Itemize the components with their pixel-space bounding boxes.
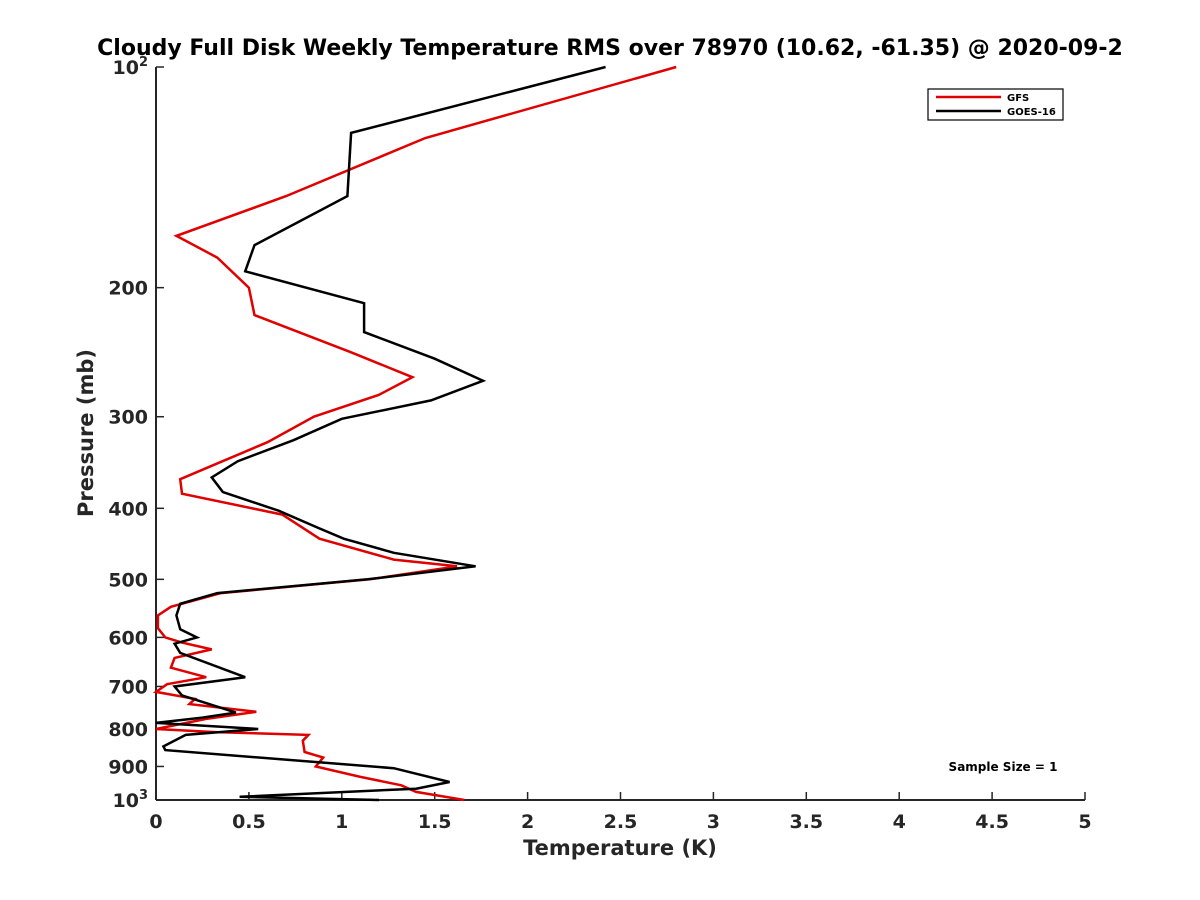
x-tick-label: 2 (521, 811, 534, 833)
legend: GFS GOES-16 (927, 88, 1064, 121)
y-tick-label: 103 (113, 788, 149, 812)
y-tick-label: 900 (108, 756, 148, 778)
x-tick-label: 0.5 (232, 811, 266, 833)
x-tick-label: 5 (1078, 811, 1091, 833)
x-axis-label: Temperature (K) (523, 836, 717, 860)
y-tick-label: 600 (108, 627, 148, 649)
series-line-goes-16 (155, 65, 606, 802)
x-tick-label: 0 (149, 811, 162, 833)
y-tick-label: 102 (113, 55, 149, 79)
y-tick-label: 200 (108, 278, 148, 300)
y-tick-label: 800 (108, 719, 148, 741)
sample-size-annotation: Sample Size = 1 (949, 760, 1058, 774)
y-tick-label: 500 (108, 569, 148, 591)
y-ticks: 102 200 300 400 500 600 700 800 900 103 (108, 55, 164, 812)
legend-label-goes-16: GOES-16 (1007, 107, 1056, 118)
legend-label-gfs: GFS (1007, 93, 1029, 104)
x-tick-label: 1.5 (418, 811, 452, 833)
y-axis-label: Pressure (mb) (74, 349, 98, 517)
x-tick-label: 4.5 (975, 811, 1009, 833)
y-tick-label: 400 (108, 498, 148, 520)
x-tick-label: 3.5 (789, 811, 823, 833)
series-line-gfs (152, 65, 677, 802)
x-tick-label: 1 (335, 811, 348, 833)
y-tick-label: 300 (108, 407, 148, 429)
plot-area: 0 0.5 1 1.5 2 2.5 3 3.5 4 4.5 5 102 200 300 400 500 600… (108, 55, 1091, 833)
chart-title: Cloudy Full Disk Weekly Temperature RMS … (97, 36, 1123, 61)
x-tick-label: 4 (893, 811, 906, 833)
series-layer (152, 65, 677, 802)
x-tick-label: 3 (707, 811, 720, 833)
x-ticks: 0 0.5 1 1.5 2 2.5 3 3.5 4 4.5 5 (149, 792, 1092, 833)
x-tick-label: 2.5 (604, 811, 638, 833)
y-tick-label: 700 (108, 676, 148, 698)
legend-box (927, 88, 1064, 121)
